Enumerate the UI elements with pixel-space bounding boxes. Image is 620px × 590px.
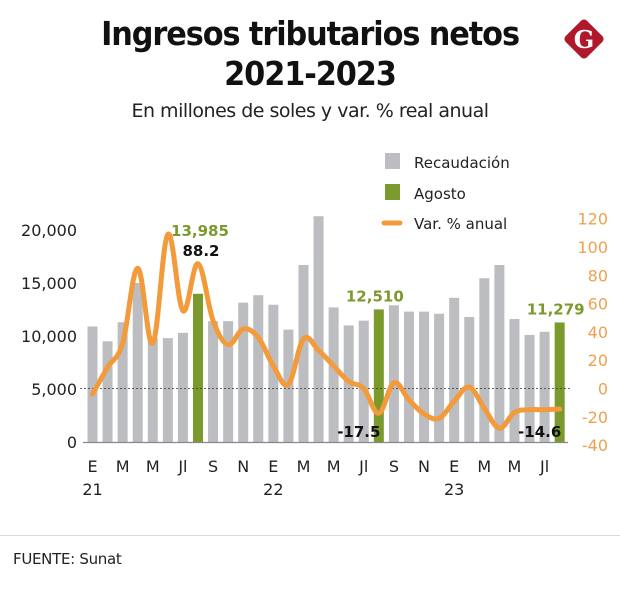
var-label-agosto: -14.6 <box>518 423 561 441</box>
chart-subtitle: En millones de soles y var. % real anual <box>131 100 489 122</box>
bar <box>479 278 490 442</box>
footer-divider <box>0 535 620 536</box>
bar <box>494 264 505 442</box>
bar <box>223 321 234 442</box>
bar-agosto <box>192 293 203 442</box>
x-tick-label: E <box>449 457 459 476</box>
right-tick-label: -40 <box>582 436 608 455</box>
annotations: 13,985 88.2 12,510 -17.5 11,279 -14.6 <box>171 222 585 441</box>
bar <box>313 216 324 442</box>
x-tick-label: Jl <box>539 457 549 476</box>
left-tick-label: 0 <box>67 433 77 452</box>
bar-agosto <box>554 322 565 442</box>
legend-label: Agosto <box>414 185 466 203</box>
bar <box>177 332 188 442</box>
bar <box>539 331 550 442</box>
bar <box>162 338 173 442</box>
x-tick-label: M <box>508 457 522 476</box>
x-tick-label: M <box>327 457 341 476</box>
right-tick-label: 100 <box>577 238 608 257</box>
right-tick-label: 60 <box>588 295 608 314</box>
legend-swatch <box>385 184 400 200</box>
value-label-agosto: 12,510 <box>346 287 404 305</box>
legend-label: Recaudación <box>414 154 510 172</box>
chart-title-line2: 2021-2023 <box>224 54 397 93</box>
year-label: 22 <box>263 480 283 499</box>
year-label: 23 <box>444 480 464 499</box>
right-tick-label: 0 <box>598 380 608 399</box>
bar <box>253 295 264 442</box>
bar <box>403 311 414 442</box>
x-tick-label: M <box>297 457 311 476</box>
bar <box>509 319 520 442</box>
left-tick-label: 15,000 <box>21 274 77 293</box>
legend-swatch <box>385 153 400 169</box>
right-axis: -40 -20 0 20 40 60 80 100 120 <box>577 210 608 455</box>
bar <box>298 264 309 442</box>
var-label-agosto: -17.5 <box>337 423 380 441</box>
logo-diamond <box>564 19 604 59</box>
x-tick-label: Jl <box>177 457 187 476</box>
left-tick-label: 5,000 <box>31 380 77 399</box>
bar <box>208 321 219 442</box>
x-tick-label: N <box>418 457 430 476</box>
left-axis: 0 5,000 10,000 15,000 20,000 <box>21 221 77 452</box>
source-note: FUENTE: Sunat <box>13 550 122 568</box>
brand-logo-icon: G <box>564 19 604 59</box>
bar <box>358 320 369 442</box>
legend-label: Var. % anual <box>414 215 507 233</box>
left-tick-label: 20,000 <box>21 221 77 240</box>
bar-agosto <box>373 309 384 442</box>
chart: Recaudación Agosto Var. % anual 0 5,000 10,0… <box>21 153 608 499</box>
bar <box>419 311 430 442</box>
bar <box>449 297 460 442</box>
left-tick-label: 10,000 <box>21 327 77 346</box>
right-tick-label: -20 <box>582 408 608 427</box>
bar <box>102 341 113 442</box>
bar <box>132 283 143 442</box>
x-tick-label: E <box>268 457 278 476</box>
x-tick-label: Jl <box>358 457 368 476</box>
bar-series-recaudacion <box>87 216 565 442</box>
x-tick-label: M <box>146 457 160 476</box>
x-tick-label: M <box>116 457 130 476</box>
x-tick-label: M <box>477 457 491 476</box>
bar <box>87 326 98 442</box>
x-tick-label: E <box>87 457 97 476</box>
year-label: 21 <box>82 480 102 499</box>
bar <box>238 302 249 442</box>
right-tick-label: 20 <box>588 351 608 370</box>
bar <box>388 305 399 442</box>
x-tick-label: S <box>389 457 399 476</box>
bar <box>147 338 158 442</box>
bar <box>117 322 128 442</box>
right-tick-label: 120 <box>577 210 608 229</box>
value-label-agosto: 11,279 <box>527 300 585 318</box>
legend: Recaudación Agosto Var. % anual <box>381 153 510 233</box>
x-tick-label: S <box>208 457 218 476</box>
bar <box>464 316 475 442</box>
line-series-var-anual <box>90 231 563 431</box>
logo-letter: G <box>574 25 595 54</box>
value-label-agosto: 13,985 <box>171 222 229 240</box>
chart-title-line1: Ingresos tributarios netos <box>101 14 520 53</box>
var-label-agosto: 88.2 <box>182 242 219 260</box>
right-tick-label: 40 <box>588 323 608 342</box>
bar <box>434 313 445 442</box>
bar <box>268 304 279 442</box>
x-tick-label: N <box>237 457 249 476</box>
bar <box>328 307 339 442</box>
right-tick-label: 80 <box>588 266 608 285</box>
